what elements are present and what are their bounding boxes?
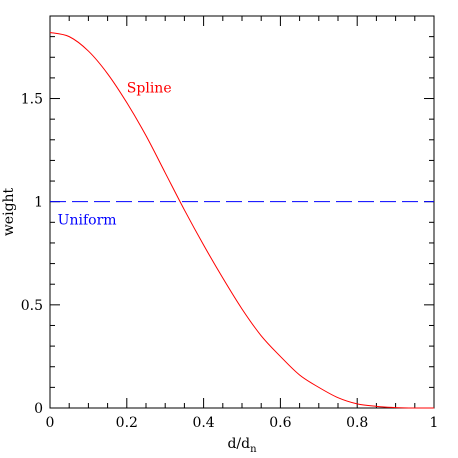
y-axis-label: weight — [1, 187, 17, 236]
x-axis-label: d/dn — [227, 436, 257, 455]
x-tick-label: 0.8 — [346, 415, 368, 431]
x-tick-label: 0 — [46, 415, 55, 431]
axis-ticks — [49, 15, 435, 409]
series-annotations: Spline Uniform — [58, 80, 172, 228]
y-tick-label: 1 — [34, 195, 43, 211]
x-tick-label: 0.6 — [269, 415, 291, 431]
y-tick-label: 0.5 — [21, 298, 43, 314]
x-axis-label-subscript: n — [250, 444, 257, 455]
tick-labels: 0 0.2 0.4 0.6 0.8 1 0 0.5 1 1.5 — [21, 92, 439, 431]
x-tick-label: 0.2 — [116, 415, 138, 431]
x-tick-label: 0.4 — [192, 415, 214, 431]
series-lines — [49, 32, 435, 409]
x-tick-label: 1 — [430, 415, 439, 431]
series-spline-line — [49, 32, 435, 409]
y-tick-label: 1.5 — [21, 92, 43, 108]
y-tick-label: 0 — [34, 401, 43, 417]
series-label-spline: Spline — [127, 80, 172, 96]
series-label-uniform: Uniform — [58, 212, 117, 228]
